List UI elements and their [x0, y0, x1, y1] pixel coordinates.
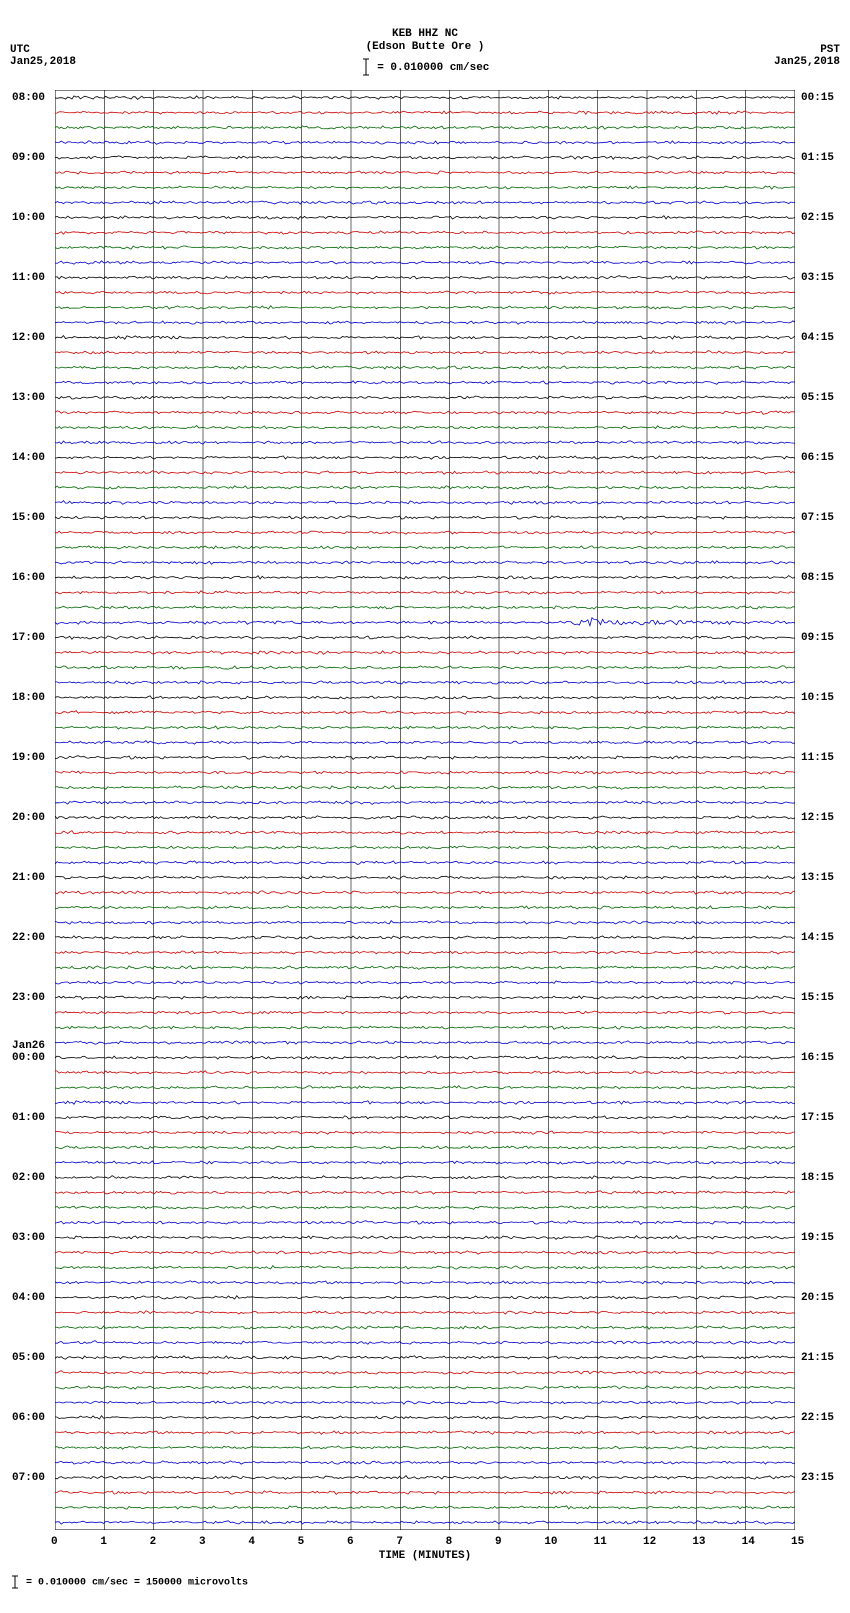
x-tick-label: 5 — [298, 1536, 305, 1548]
x-tick-label: 12 — [643, 1536, 656, 1548]
utc-time-label: 23:00 — [12, 992, 45, 1004]
x-tick-label: 0 — [51, 1536, 58, 1548]
utc-time-label: 00:00 — [12, 1052, 45, 1064]
x-tick-label: 1 — [100, 1536, 107, 1548]
footer-text: = 0.010000 cm/sec = 150000 microvolts — [26, 1578, 248, 1589]
x-tick-label: 14 — [742, 1536, 755, 1548]
pst-time-label: 20:15 — [801, 1292, 834, 1304]
station-code: KEB HHZ NC — [0, 28, 850, 41]
scale-text: = 0.010000 cm/sec — [377, 62, 489, 74]
pst-time-label: 16:15 — [801, 1052, 834, 1064]
utc-time-label: 09:00 — [12, 152, 45, 164]
pst-time-label: 23:15 — [801, 1472, 834, 1484]
pst-time-label: 10:15 — [801, 692, 834, 704]
utc-time-label: 06:00 — [12, 1412, 45, 1424]
utc-time-label: 20:00 — [12, 812, 45, 824]
x-tick-label: 7 — [396, 1536, 403, 1548]
utc-time-label: 03:00 — [12, 1232, 45, 1244]
x-tick-label: 15 — [791, 1536, 804, 1548]
pst-label: PST — [820, 44, 840, 56]
pst-time-label: 06:15 — [801, 452, 834, 464]
utc-time-label: 22:00 — [12, 932, 45, 944]
x-tick-label: 4 — [248, 1536, 255, 1548]
pst-time-label: 15:15 — [801, 992, 834, 1004]
utc-time-label: 17:00 — [12, 632, 45, 644]
pst-time-label: 21:15 — [801, 1352, 834, 1364]
utc-time-label: 11:00 — [12, 272, 45, 284]
x-tick-label: 6 — [347, 1536, 354, 1548]
utc-time-label: 12:00 — [12, 332, 45, 344]
utc-date-break: Jan26 — [12, 1040, 45, 1052]
footer-scale: = 0.010000 cm/sec = 150000 microvolts — [10, 1575, 248, 1589]
pst-time-label: 12:15 — [801, 812, 834, 824]
utc-time-label: 02:00 — [12, 1172, 45, 1184]
utc-time-label: 05:00 — [12, 1352, 45, 1364]
pst-time-label: 13:15 — [801, 872, 834, 884]
utc-time-label: 04:00 — [12, 1292, 45, 1304]
utc-time-label: 15:00 — [12, 512, 45, 524]
x-tick-label: 13 — [692, 1536, 705, 1548]
pst-time-label: 22:15 — [801, 1412, 834, 1424]
seismogram-plot — [55, 90, 795, 1530]
pst-time-label: 08:15 — [801, 572, 834, 584]
utc-time-label: 14:00 — [12, 452, 45, 464]
scale-indicator: = 0.010000 cm/sec — [361, 58, 490, 76]
utc-label: UTC — [10, 44, 30, 56]
pst-time-label: 18:15 — [801, 1172, 834, 1184]
pst-time-label: 03:15 — [801, 272, 834, 284]
pst-time-label: 17:15 — [801, 1112, 834, 1124]
utc-time-label: 19:00 — [12, 752, 45, 764]
x-tick-label: 3 — [199, 1536, 206, 1548]
pst-time-label: 01:15 — [801, 152, 834, 164]
x-tick-label: 10 — [544, 1536, 557, 1548]
utc-time-label: 13:00 — [12, 392, 45, 404]
utc-date: Jan25,2018 — [10, 56, 76, 68]
pst-time-label: 04:15 — [801, 332, 834, 344]
pst-time-label: 07:15 — [801, 512, 834, 524]
x-tick-label: 2 — [150, 1536, 157, 1548]
pst-time-label: 14:15 — [801, 932, 834, 944]
pst-time-label: 00:15 — [801, 92, 834, 104]
pst-time-label: 05:15 — [801, 392, 834, 404]
x-tick-label: 11 — [594, 1536, 607, 1548]
pst-date: Jan25,2018 — [774, 56, 840, 68]
utc-time-label: 18:00 — [12, 692, 45, 704]
utc-time-label: 01:00 — [12, 1112, 45, 1124]
pst-time-label: 11:15 — [801, 752, 834, 764]
pst-time-label: 09:15 — [801, 632, 834, 644]
pst-time-label: 19:15 — [801, 1232, 834, 1244]
x-tick-label: 8 — [446, 1536, 453, 1548]
chart-header: KEB HHZ NC (Edson Butte Ore ) = 0.010000… — [0, 28, 850, 76]
utc-time-label: 21:00 — [12, 872, 45, 884]
pst-time-label: 02:15 — [801, 212, 834, 224]
x-axis-label: TIME (MINUTES) — [0, 1550, 850, 1562]
x-tick-label: 9 — [495, 1536, 502, 1548]
utc-time-label: 16:00 — [12, 572, 45, 584]
utc-time-label: 08:00 — [12, 92, 45, 104]
utc-time-label: 07:00 — [12, 1472, 45, 1484]
station-name: (Edson Butte Ore ) — [0, 41, 850, 54]
utc-time-label: 10:00 — [12, 212, 45, 224]
